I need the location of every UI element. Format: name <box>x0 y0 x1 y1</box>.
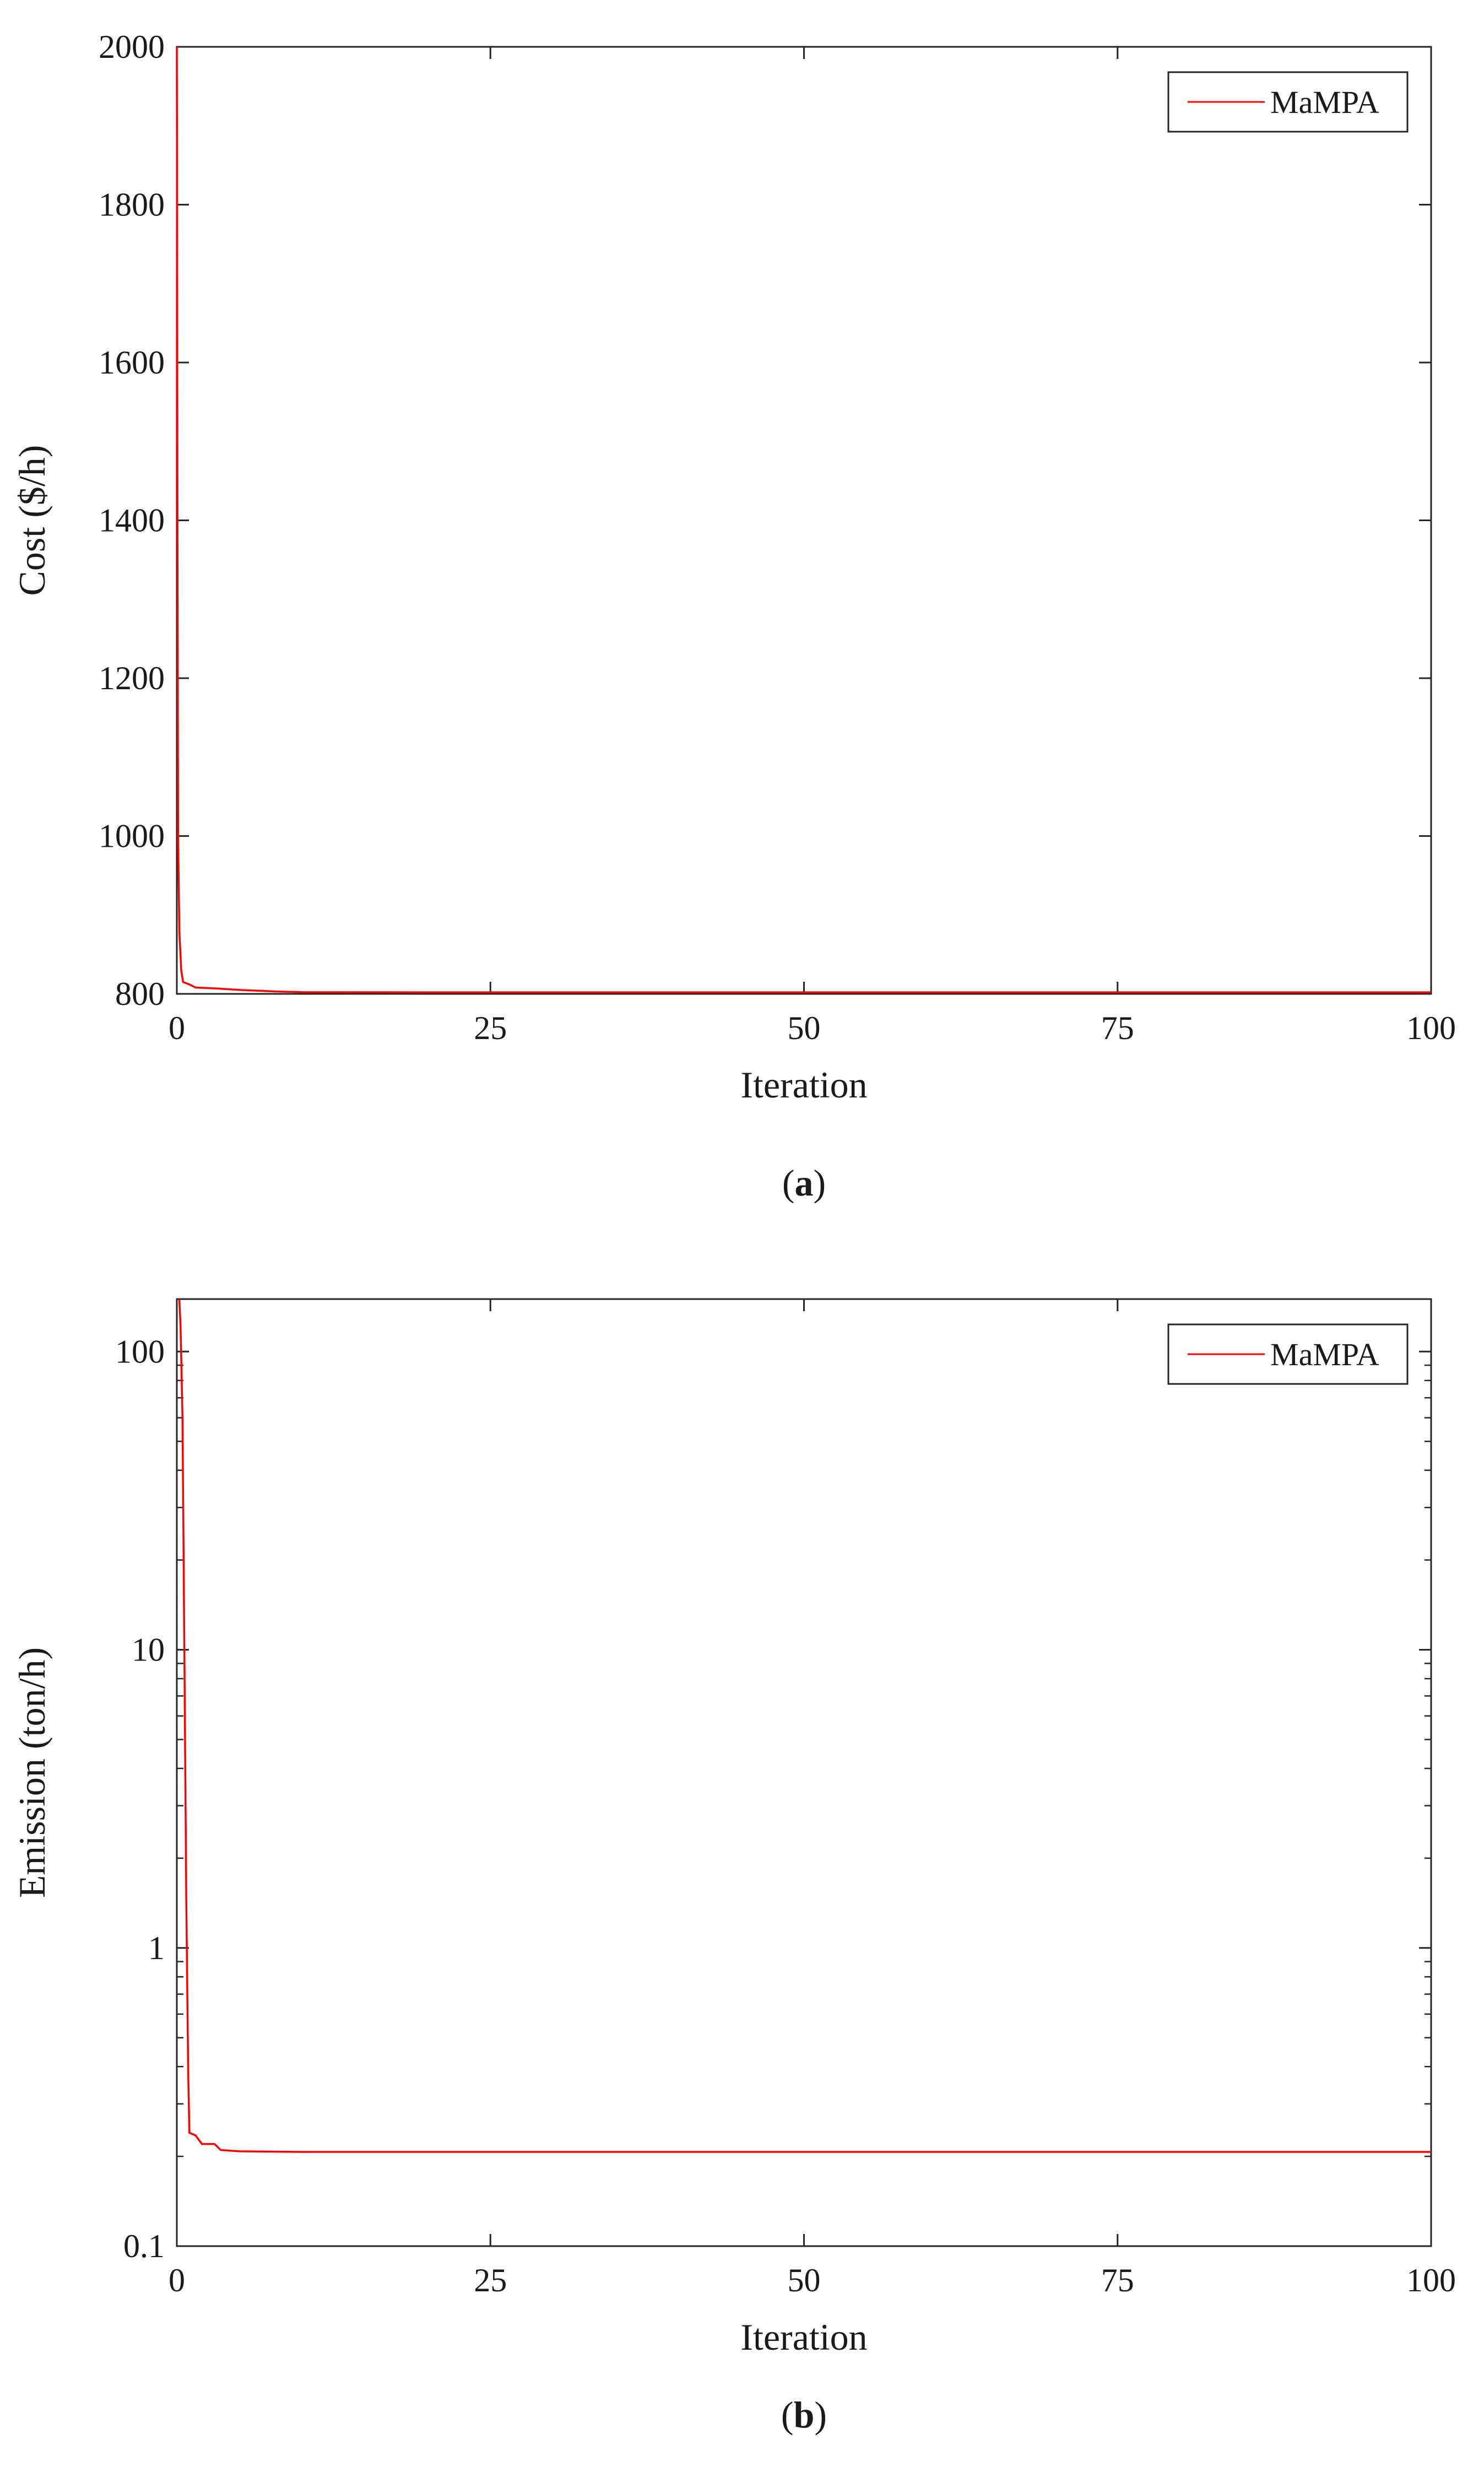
x-tick-label: 50 <box>788 2262 821 2298</box>
x-tick-label: 25 <box>474 1010 507 1046</box>
chart-panel-a: 0 25 50 75 100 800 1000 1200 1400 1600 1800 2000 It… <box>11 29 1456 1204</box>
y-tick-label: 1000 <box>99 818 165 854</box>
caption-letter: a <box>795 1162 814 1204</box>
x-tick-label: 100 <box>1406 2262 1456 2298</box>
x-tick-label: 50 <box>788 1010 821 1046</box>
y-axis-label: Emission (ton/h) <box>11 1647 53 1898</box>
plot-frame <box>176 1298 1432 2247</box>
axis-ticks: 0 25 50 75 100 800 1000 1200 1400 1600 1800 2000 <box>99 29 1456 1046</box>
x-tick-label: 25 <box>474 2262 507 2298</box>
legend: MaMPA <box>1167 71 1409 133</box>
y-tick-label: 1 <box>148 1930 165 1966</box>
x-tick-label: 100 <box>1406 1010 1456 1046</box>
y-tick-label: 1600 <box>99 344 165 381</box>
y-tick-label: 1800 <box>99 187 165 223</box>
y-axis-label: Cost ($/h) <box>11 445 53 596</box>
x-tick-label: 0 <box>169 1010 185 1046</box>
caption-letter: b <box>794 2394 815 2436</box>
x-tick-label: 0 <box>169 2262 185 2298</box>
axis-ticks: 0 25 50 75 100 0.1 1 10 100 <box>115 1299 1456 2298</box>
y-tick-label: 2000 <box>99 29 165 65</box>
series-layer <box>176 46 1431 993</box>
panel-caption-b: (b) <box>781 2394 827 2436</box>
x-axis-label: Iteration <box>740 2316 867 2358</box>
x-tick-label: 75 <box>1101 2262 1134 2298</box>
y-tick-label: 1400 <box>99 502 165 539</box>
series-line-mampa <box>176 46 1431 993</box>
series-layer <box>178 1299 1431 2153</box>
x-tick-label: 75 <box>1101 1010 1134 1046</box>
y-tick-label: 100 <box>115 1333 165 1370</box>
legend-entry-mampa: MaMPA <box>1270 84 1379 120</box>
series-line-mampa <box>178 1299 1431 2153</box>
x-axis-label: Iteration <box>740 1064 867 1106</box>
legend-entry-mampa: MaMPA <box>1270 1337 1379 1372</box>
chart-panel-b: 0 25 50 75 100 0.1 1 10 100 Iteration Emission (… <box>11 1298 1456 2436</box>
plot-frame <box>176 46 1432 995</box>
y-tick-label: 1200 <box>99 660 165 696</box>
y-tick-label: 0.1 <box>123 2228 165 2264</box>
legend: MaMPA <box>1167 1323 1409 1385</box>
y-tick-label: 10 <box>132 1632 165 1668</box>
y-tick-label: 800 <box>115 976 165 1012</box>
panel-caption-a: (a) <box>782 1162 826 1204</box>
